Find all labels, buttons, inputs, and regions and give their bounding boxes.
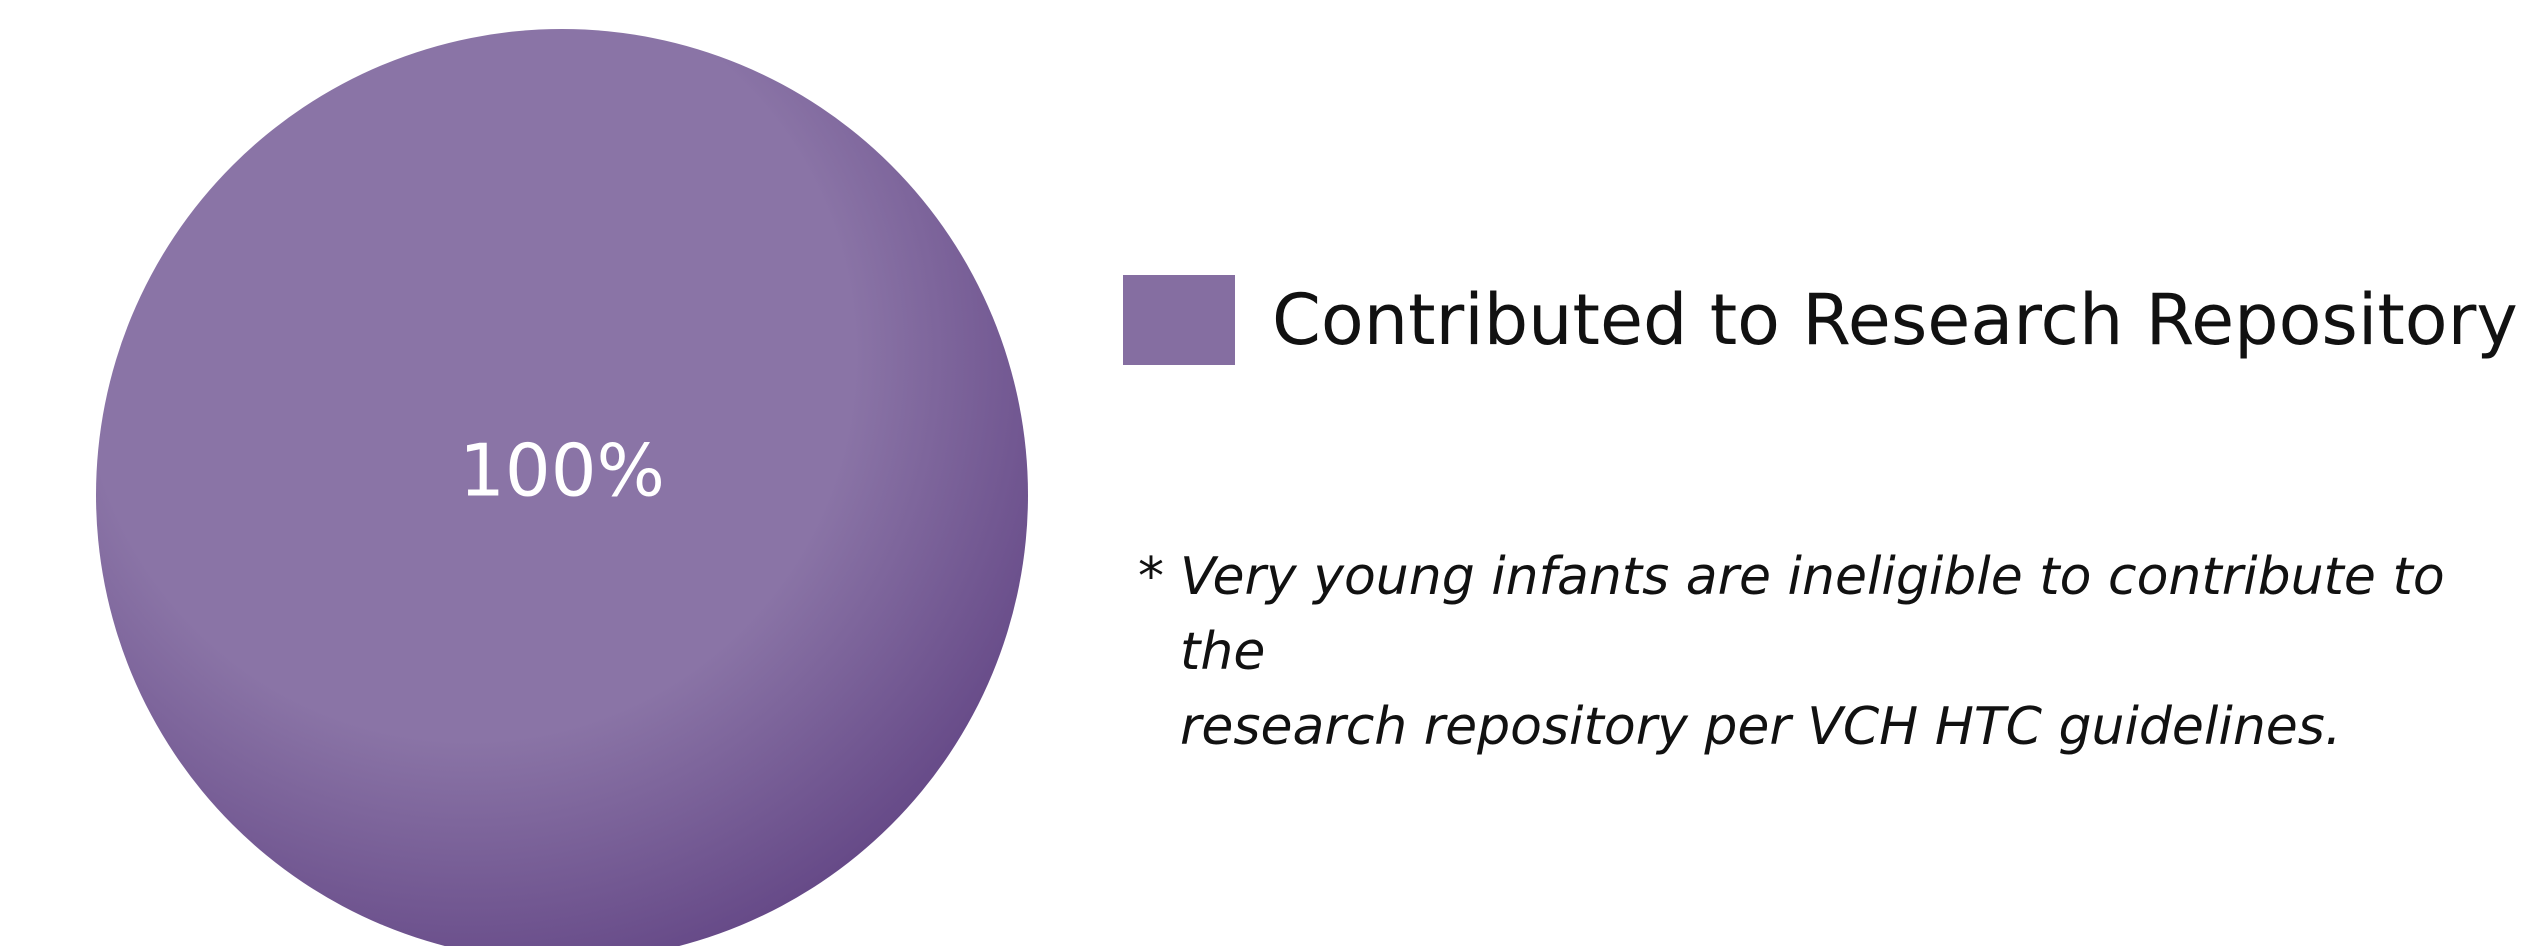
pie-slices (96, 29, 1028, 946)
pie-slice-0 (96, 29, 1028, 946)
footnote-marker: * (1138, 547, 1164, 607)
legend-label-contributed: Contributed to Research Repository (1272, 279, 2518, 361)
slice-data-label: 100% (459, 429, 665, 513)
footnote-text: Very young infants are ineligible to con… (1180, 547, 2445, 757)
legend-swatch-contributed (1123, 275, 1235, 365)
footnote: * Very young infants are ineligible to c… (1138, 540, 2498, 765)
